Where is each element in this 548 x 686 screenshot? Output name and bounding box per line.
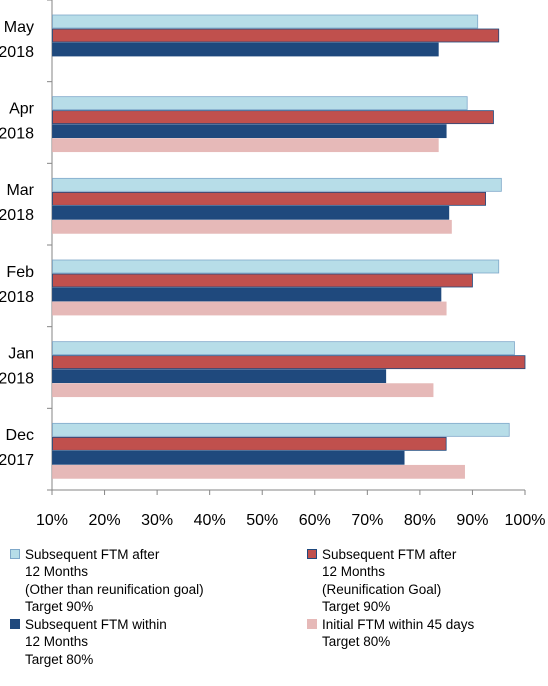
bar-dec-2017-series-4 xyxy=(52,464,465,479)
bar-apr-2018-series-1 xyxy=(52,96,468,111)
x-tick-label-80: 80% xyxy=(404,512,436,529)
y-category-label-apr-2018: Apr 2018 xyxy=(0,101,35,143)
bar-apr-2018-series-3 xyxy=(52,124,447,139)
legend-swatch-initial-ftm xyxy=(307,619,317,629)
bar-feb-2018-series-4 xyxy=(52,301,447,316)
legend-item-other-than-reunification: Subsequent FTM after 12 Months (Other th… xyxy=(10,546,204,616)
bar-chart: 10% 20% 30% 40% 50% 60% 70% 80% 90% 100% May 2018 Ap… xyxy=(0,0,546,529)
y-category-label-may-2018: May 2018 xyxy=(0,19,34,61)
bar-feb-2018-series-1 xyxy=(52,259,500,274)
x-tick-label-60: 60% xyxy=(299,512,331,529)
bar-mar-2018-series-2 xyxy=(52,191,486,206)
y-category-label-mar-2018: Mar 2018 xyxy=(0,182,35,224)
x-tick-label-70: 70% xyxy=(351,512,383,529)
x-tick-label-50: 50% xyxy=(246,512,278,529)
bar-may-2018-series-2 xyxy=(52,28,500,43)
legend-swatch-reunification-goal xyxy=(307,549,317,559)
y-category-label-feb-2018: Feb 2018 xyxy=(0,264,34,306)
x-tick-label-20: 20% xyxy=(89,512,121,529)
chart-legend: Subsequent FTM after 12 Months (Other th… xyxy=(0,540,548,686)
x-tick-label-100: 100% xyxy=(505,512,546,529)
bar-feb-2018-series-2 xyxy=(52,273,473,288)
bar-jan-2018-series-4 xyxy=(52,383,434,398)
legend-item-subsequent-within: Subsequent FTM within 12 Months Target 8… xyxy=(10,616,167,686)
legend-item-reunification-goal: Subsequent FTM after 12 Months (Reunific… xyxy=(307,546,456,616)
bar-jan-2018-series-1 xyxy=(52,341,515,356)
bar-mar-2018-series-4 xyxy=(52,219,452,234)
legend-swatch-subsequent-within xyxy=(10,619,20,629)
bar-dec-2017-series-3 xyxy=(52,450,405,465)
legend-label-other-than-reunification: Subsequent FTM after 12 Months (Other th… xyxy=(25,547,204,615)
bar-mar-2018-series-1 xyxy=(52,177,502,192)
bar-apr-2018-series-4 xyxy=(52,138,439,153)
bar-may-2018-series-1 xyxy=(52,14,479,29)
legend-item-initial-ftm: Initial FTM within 45 days Target 80% xyxy=(307,616,474,686)
bar-mar-2018-series-3 xyxy=(52,205,450,220)
legend-swatch-other-than-reunification xyxy=(10,549,20,559)
x-tick-label-90: 90% xyxy=(456,512,488,529)
legend-label-subsequent-within: Subsequent FTM within 12 Months Target 8… xyxy=(25,617,167,667)
bar-dec-2017-series-1 xyxy=(52,422,510,437)
legend-label-initial-ftm: Initial FTM within 45 days Target 80% xyxy=(322,617,475,650)
y-category-label-dec-2017: Dec 2017 xyxy=(0,427,34,469)
x-tick-label-10: 10% xyxy=(36,512,68,529)
bar-apr-2018-series-2 xyxy=(52,110,494,125)
y-category-label-jan-2018: Jan 2018 xyxy=(0,346,34,388)
bar-dec-2017-series-2 xyxy=(52,436,447,451)
legend-label-reunification-goal: Subsequent FTM after 12 Months (Reunific… xyxy=(322,547,457,615)
bar-jan-2018-series-3 xyxy=(52,369,387,384)
x-tick-label-30: 30% xyxy=(141,512,173,529)
bar-feb-2018-series-3 xyxy=(52,287,442,302)
bar-may-2018-series-3 xyxy=(52,42,439,57)
x-tick-label-40: 40% xyxy=(194,512,226,529)
bar-jan-2018-series-2 xyxy=(52,355,526,370)
